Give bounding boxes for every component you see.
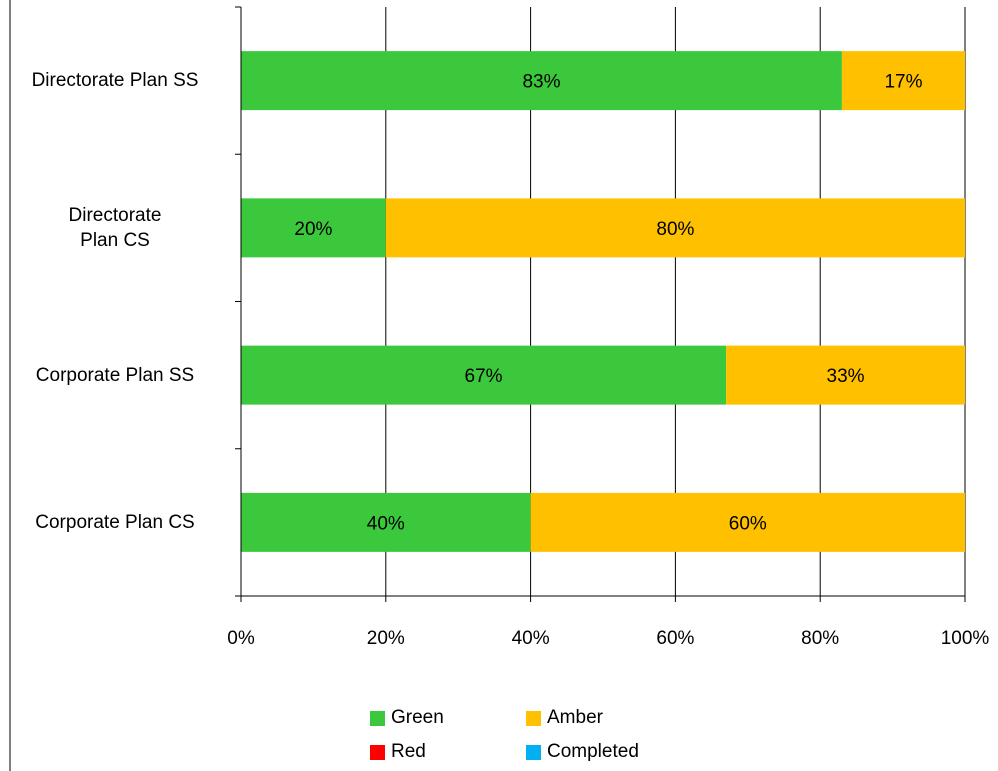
legend-label-amber: Amber xyxy=(547,707,603,728)
x-tick-labels: 0% 20% 40% 60% 80% 100% xyxy=(227,628,989,649)
legend-item-amber: Amber xyxy=(526,707,603,729)
category-label: Corporate Plan SS xyxy=(35,364,195,386)
bars: 83% 17% 20% 80% 67% 33% 40% 60% xyxy=(241,51,965,552)
legend-swatch-red xyxy=(370,744,385,760)
x-tick-label: 0% xyxy=(227,628,255,649)
data-label: 80% xyxy=(656,219,694,240)
data-label: 83% xyxy=(522,72,560,93)
bar-segment-green xyxy=(241,198,386,258)
data-label: 67% xyxy=(465,366,503,387)
legend-item-red: Red xyxy=(370,741,426,763)
legend-item-green: Green xyxy=(370,707,444,729)
bar-segment-amber xyxy=(385,198,965,258)
x-tick-label: 80% xyxy=(801,628,839,649)
bar-segment-amber xyxy=(530,492,965,552)
axes xyxy=(235,6,966,602)
legend-label-completed: Completed xyxy=(547,741,639,762)
data-label: 60% xyxy=(729,513,767,534)
category-label: Directorate Plan SS xyxy=(31,70,199,92)
data-label: 40% xyxy=(367,513,405,534)
data-label: 33% xyxy=(827,366,865,387)
legend-swatch-green xyxy=(370,710,385,726)
legend-swatch-completed xyxy=(526,744,541,760)
x-tick-label: 40% xyxy=(512,628,550,649)
bar-segment-green xyxy=(241,492,531,552)
legend-swatch-amber xyxy=(526,710,541,726)
category-label: Directorate Plan CS xyxy=(68,204,162,251)
x-tick-label: 20% xyxy=(367,628,405,649)
data-label: 20% xyxy=(294,219,332,240)
legend-label-red: Red xyxy=(391,741,426,762)
category-label: Corporate Plan CS xyxy=(35,511,195,533)
bar-segment-amber xyxy=(726,345,965,405)
bar-segment-green xyxy=(241,345,727,405)
legend-label-green: Green xyxy=(391,707,444,728)
bar-segment-green xyxy=(241,51,842,111)
bar-segment-amber xyxy=(841,51,965,111)
data-label: 17% xyxy=(884,72,922,93)
x-tick-label: 60% xyxy=(656,628,694,649)
legend-item-completed: Completed xyxy=(526,741,639,763)
x-tick-label: 100% xyxy=(941,628,990,649)
